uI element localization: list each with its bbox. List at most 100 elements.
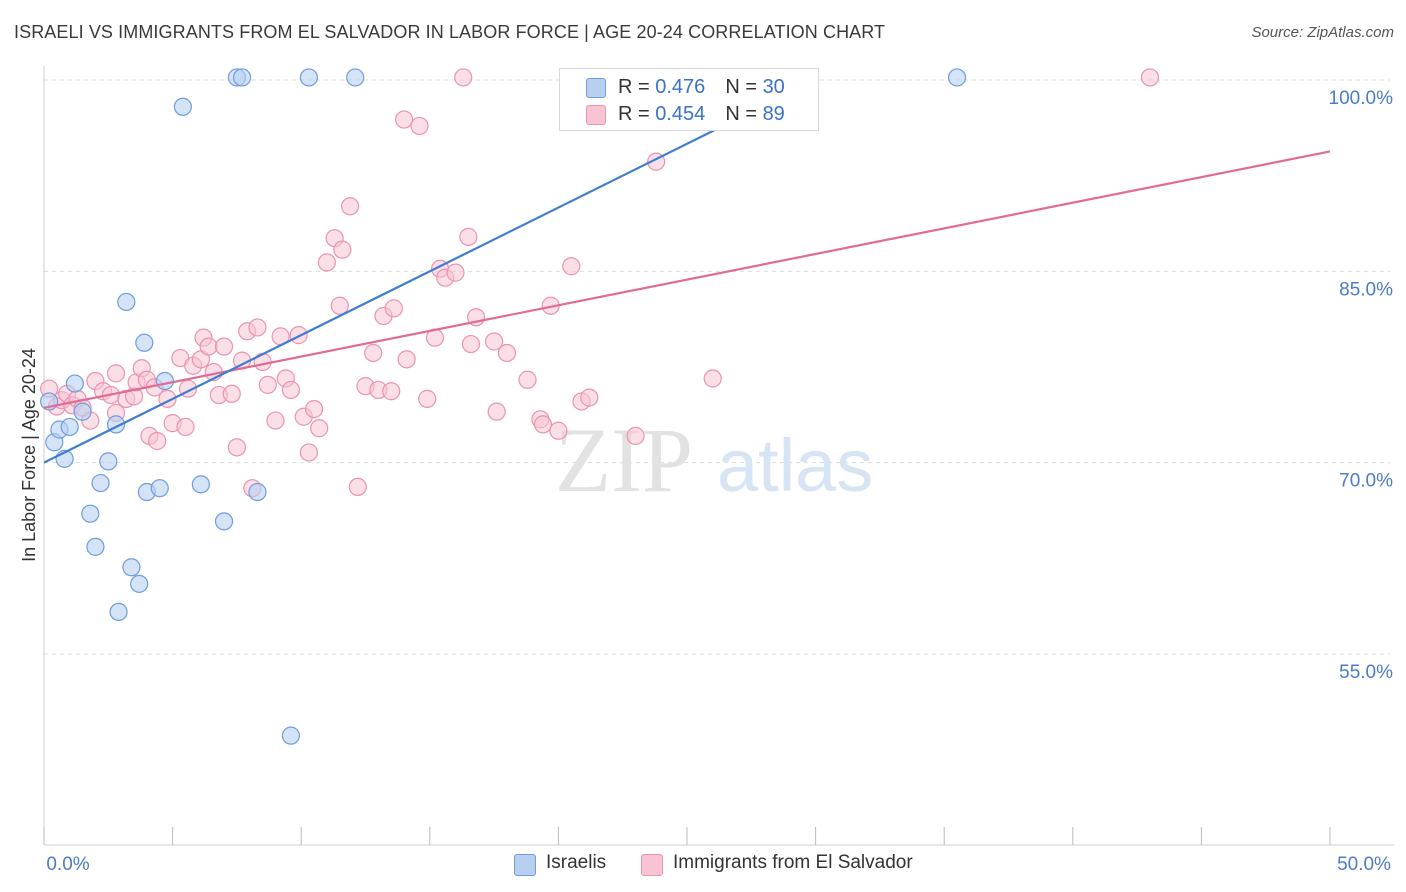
series-swatch-salvador xyxy=(641,854,663,876)
salvador-point xyxy=(703,369,722,388)
israelis-point xyxy=(191,475,210,494)
salvador-point xyxy=(626,426,645,445)
y-tick-label: 85.0% xyxy=(1339,279,1393,300)
salvador-point xyxy=(333,240,352,259)
salvador-point xyxy=(304,399,324,419)
israelis-point xyxy=(122,558,141,577)
series-swatch-israelis xyxy=(514,854,536,876)
israelis-point xyxy=(346,68,365,87)
salvador-point xyxy=(222,384,241,403)
israelis-point xyxy=(99,452,118,471)
salvador-point xyxy=(266,411,285,430)
axis-labels: 100.0% 85.0% 70.0% 55.0% 0.0% 50.0% In Labor F… xyxy=(19,88,1393,875)
legend-r-value-salvador: 0.454 xyxy=(655,103,706,125)
israelis-point xyxy=(248,482,267,502)
x-tick-label: 0.0% xyxy=(46,854,89,875)
israelis-point xyxy=(135,333,154,352)
salvador-point xyxy=(562,257,581,276)
salvador-point xyxy=(348,477,367,497)
salvador-point xyxy=(281,380,301,400)
legend-n-value-israelis: 30 xyxy=(762,76,785,98)
legend-swatch-israelis xyxy=(586,78,606,98)
salvador-point xyxy=(461,334,481,354)
israelis-point xyxy=(947,68,967,87)
legend-n-value-salvador: 89 xyxy=(762,103,785,125)
israelis-point xyxy=(232,68,252,87)
salvador-point xyxy=(446,263,465,282)
salvador-point xyxy=(106,364,126,383)
salvador-point xyxy=(497,343,517,363)
israelis-point xyxy=(60,417,79,437)
series-legend: Israelis Immigrants from El Salvador xyxy=(0,852,1406,878)
salvador-point xyxy=(340,197,360,216)
israelis-point xyxy=(173,97,192,116)
salvador-point xyxy=(533,415,553,434)
legend-n-label: N = xyxy=(725,76,763,98)
watermark: ZIP atlas xyxy=(555,409,873,511)
salvador-point xyxy=(454,68,473,87)
israelis-point xyxy=(109,602,128,622)
y-axis-title: In Labor Force | Age 20-24 xyxy=(19,348,39,562)
watermark-atlas: atlas xyxy=(717,424,873,507)
salvador-point xyxy=(258,375,277,394)
chart-title: ISRAELI VS IMMIGRANTS FROM EL SALVADOR I… xyxy=(14,22,886,42)
salvador-point xyxy=(397,350,416,369)
y-tick-label: 70.0% xyxy=(1339,471,1393,492)
salvador-point xyxy=(384,299,403,318)
salvador-point xyxy=(549,421,568,440)
israelis-point xyxy=(117,292,136,312)
salvador-point xyxy=(330,296,349,315)
salvador-point xyxy=(459,227,478,246)
salvador-point xyxy=(485,332,504,351)
salvador-point xyxy=(394,110,414,129)
salvador-point xyxy=(248,318,267,337)
salvador-point xyxy=(410,116,429,136)
israelis-point xyxy=(299,68,319,87)
salvador-point xyxy=(364,343,383,363)
salvador-point xyxy=(227,438,246,457)
salvador-point xyxy=(199,337,218,356)
israelis-trend-line xyxy=(43,79,817,464)
source-label: Source: ZipAtlas.com xyxy=(1251,24,1394,41)
israelis-point xyxy=(214,512,234,531)
salvador-trend-line xyxy=(43,150,1331,409)
y-tick-label: 55.0% xyxy=(1339,662,1393,683)
trend-layer xyxy=(43,79,1331,464)
series-label-salvador: Immigrants from El Salvador xyxy=(673,852,913,873)
salvador-point xyxy=(1140,68,1160,87)
israelis-point xyxy=(81,504,100,523)
series-label-israelis: Israelis xyxy=(546,852,607,873)
stats-legend: R = 0.476 N = 30 R = 0.454 N = 89 xyxy=(559,68,819,131)
salvador-point xyxy=(580,388,599,407)
x-tick-label: 50.0% xyxy=(1337,854,1391,875)
y-tick-label: 100.0% xyxy=(1329,88,1394,109)
salvador-point xyxy=(518,370,537,389)
israelis-point xyxy=(91,473,110,493)
legend-swatch-salvador xyxy=(586,105,606,125)
salvador-point xyxy=(214,337,234,356)
salvador-point xyxy=(289,326,308,345)
salvador-point xyxy=(382,382,401,401)
israelis-points xyxy=(40,68,967,745)
salvador-point xyxy=(148,431,167,451)
israelis-point xyxy=(150,479,169,498)
israelis-point xyxy=(86,537,105,556)
israelis-point xyxy=(281,726,301,745)
israelis-point xyxy=(73,402,92,421)
axis-layer xyxy=(43,66,1394,846)
legend-n-label: N = xyxy=(725,103,763,125)
salvador-point xyxy=(176,417,195,437)
salvador-point xyxy=(418,389,437,408)
israelis-point xyxy=(130,574,149,593)
israelis-point xyxy=(155,371,174,391)
salvador-point xyxy=(487,402,506,421)
salvador-point xyxy=(317,253,337,272)
salvador-point xyxy=(253,352,272,371)
salvador-point xyxy=(310,419,329,438)
salvador-points xyxy=(40,68,1160,498)
israelis-point xyxy=(65,374,84,393)
legend-r-label: R = xyxy=(618,76,656,98)
legend-r-label: R = xyxy=(618,103,656,125)
legend-r-value-israelis: 0.476 xyxy=(655,76,706,98)
